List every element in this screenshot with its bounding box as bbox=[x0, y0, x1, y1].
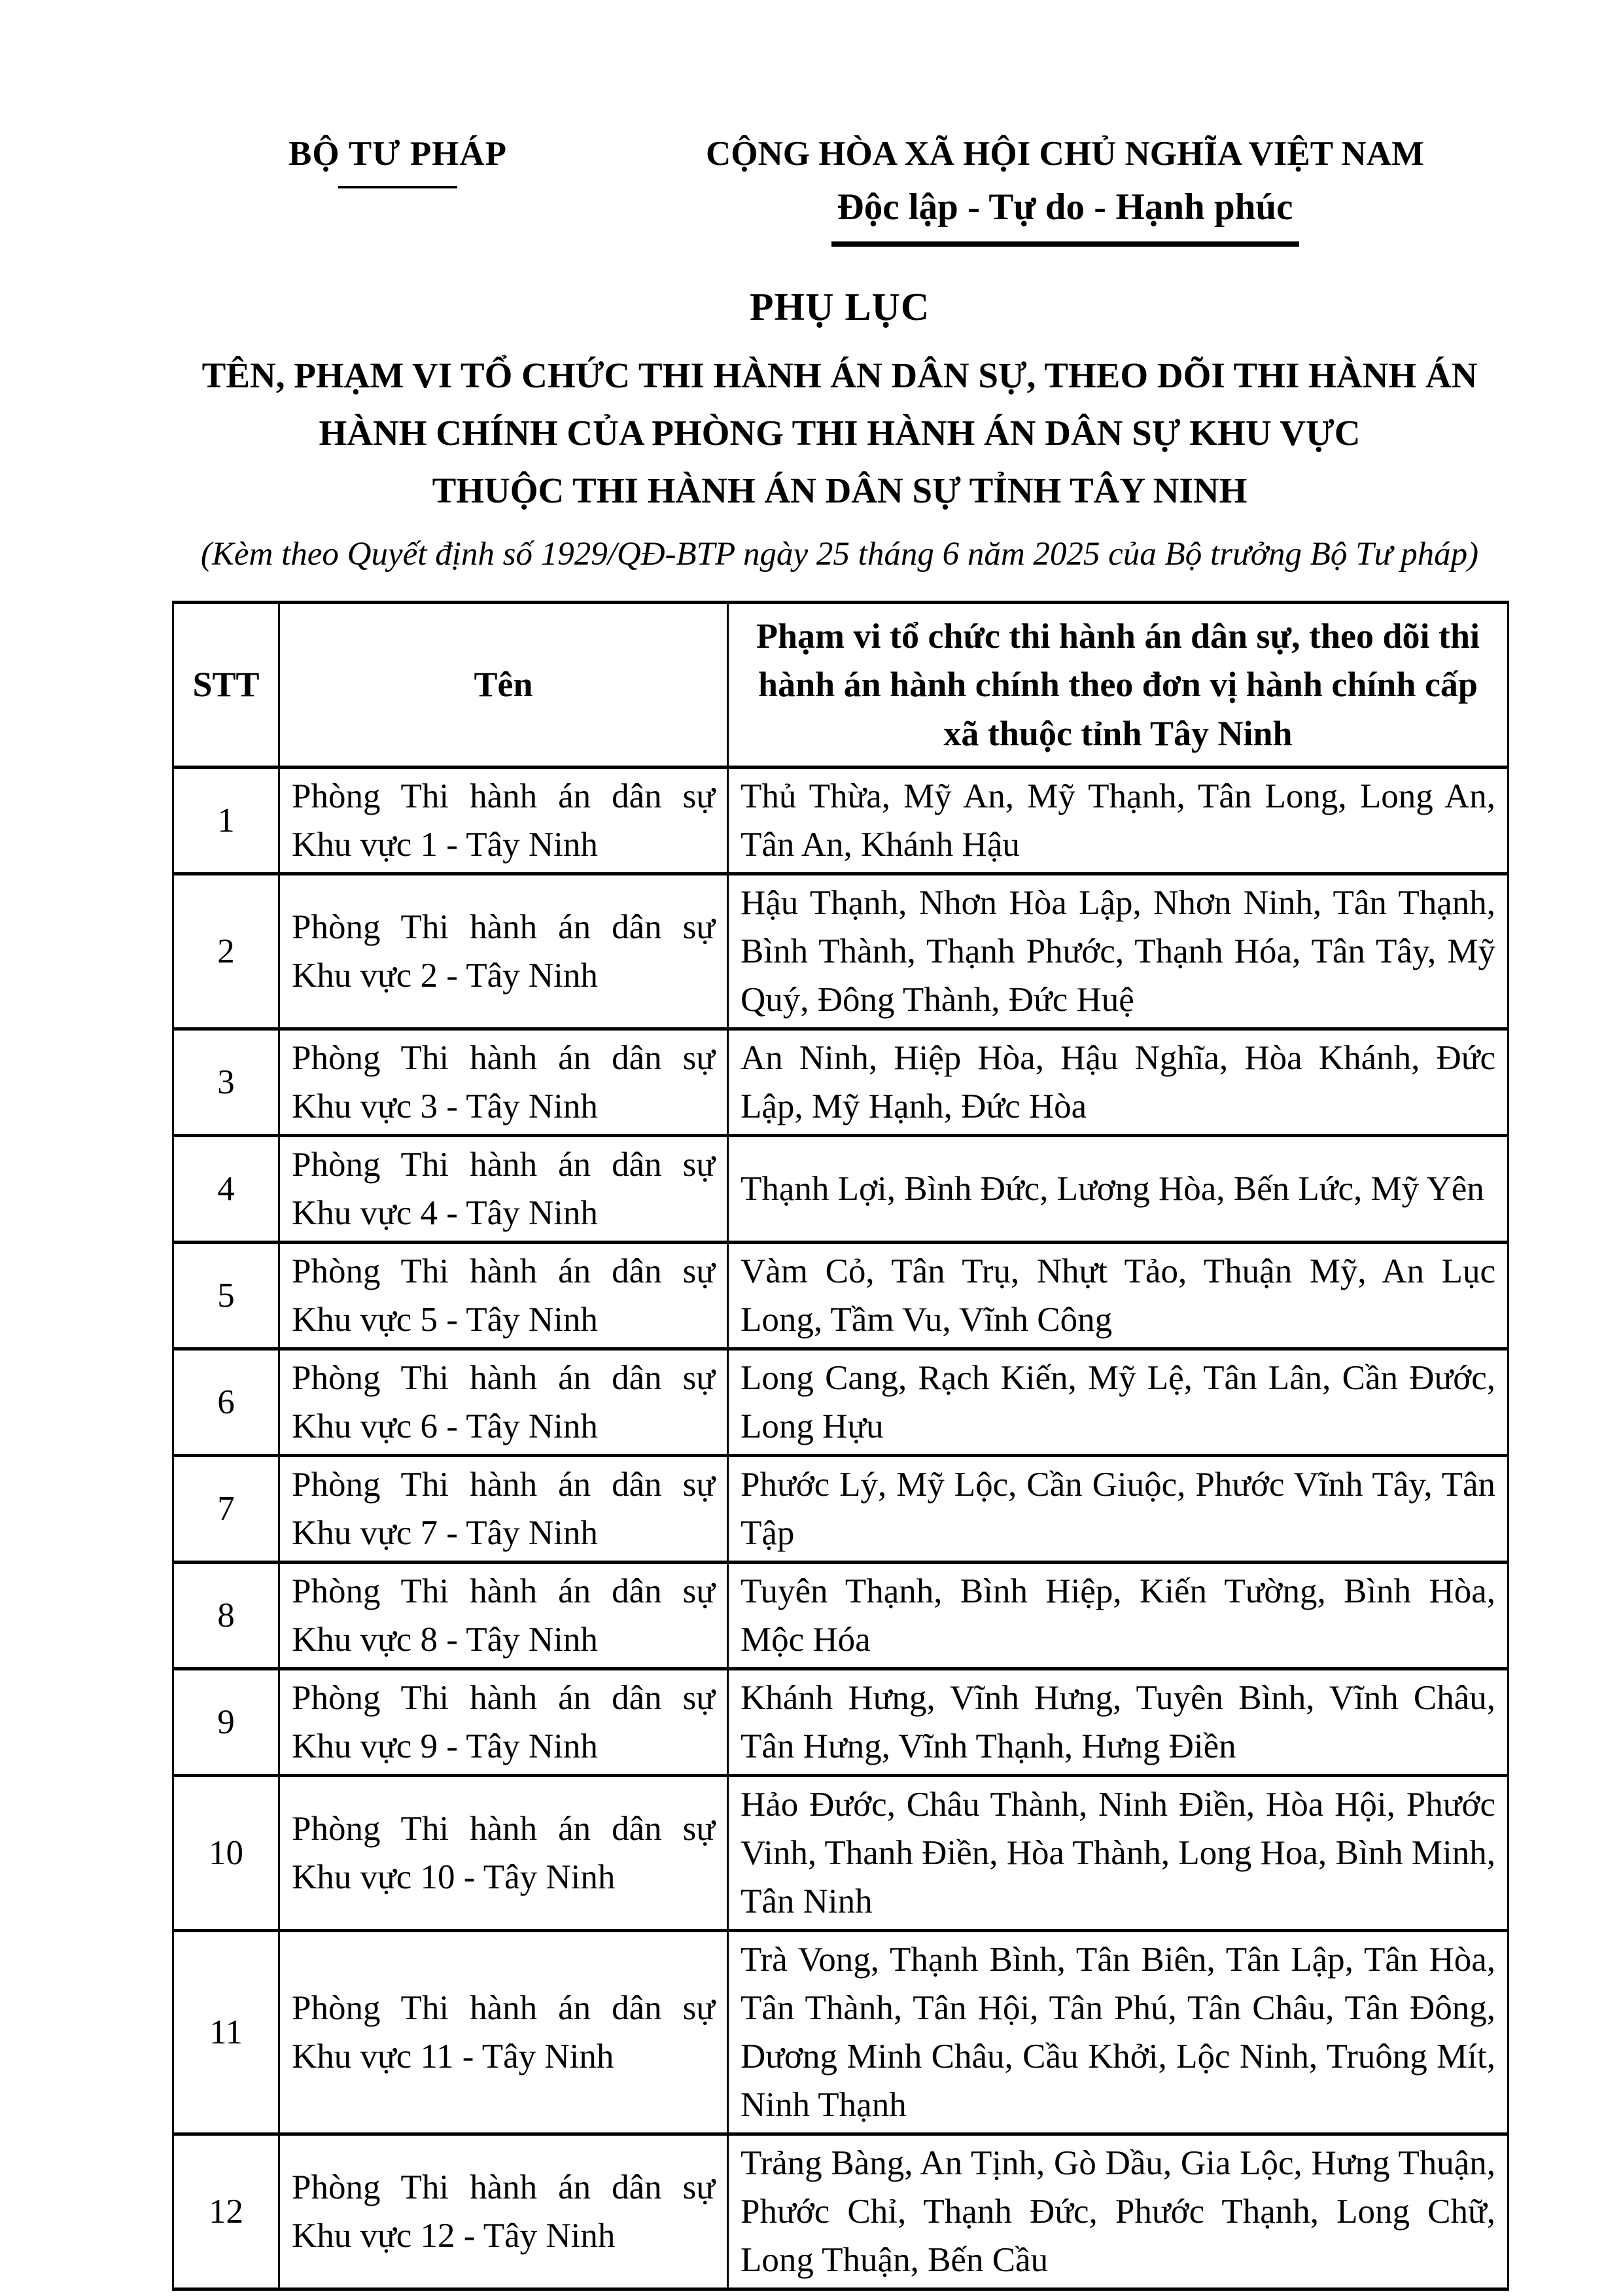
cell-ten: Phòng Thi hành án dân sự Khu vực 9 - Tây… bbox=[278, 1667, 729, 1778]
cell-stt: 1 bbox=[172, 766, 280, 876]
table-row: 8 Phòng Thi hành án dân sự Khu vực 8 - Tâ… bbox=[172, 1561, 1509, 1671]
cell-pham-vi: Thạnh Lợi, Bình Đức, Lương Hòa, Bến Lức,… bbox=[727, 1134, 1509, 1245]
cell-pham-vi: Trà Vong, Thạnh Bình, Tân Biên, Tân Lập,… bbox=[727, 1929, 1509, 2136]
org-underline-rule bbox=[338, 185, 457, 188]
header-cell-ten: Tên bbox=[278, 600, 729, 769]
table-row: 6 Phòng Thi hành án dân sự Khu vực 6 - Tâ… bbox=[172, 1347, 1509, 1458]
cell-stt: 9 bbox=[172, 1667, 280, 1778]
appendix-subtitle: TÊN, PHẠM VI TỔ CHỨC THI HÀNH ÁN DÂN SỰ,… bbox=[172, 347, 1507, 520]
cell-ten: Phòng Thi hành án dân sự Khu vực 5 - Tây… bbox=[278, 1241, 729, 1351]
table-row: 12 Phòng Thi hành án dân sự Khu vực 12 - … bbox=[172, 2132, 1509, 2291]
cell-stt: 12 bbox=[172, 2132, 280, 2291]
table-row: 5 Phòng Thi hành án dân sự Khu vực 5 - Tâ… bbox=[172, 1241, 1509, 1351]
national-motto: Độc lập - Tự do - Hạnh phúc bbox=[837, 186, 1293, 228]
cell-stt: 2 bbox=[172, 872, 280, 1031]
cell-ten: Phòng Thi hành án dân sự Khu vực 8 - Tây… bbox=[278, 1561, 729, 1671]
table-row: 9 Phòng Thi hành án dân sự Khu vực 9 - Tâ… bbox=[172, 1667, 1509, 1778]
cell-stt: 4 bbox=[172, 1134, 280, 1245]
cell-stt: 7 bbox=[172, 1454, 280, 1564]
cell-ten: Phòng Thi hành án dân sự Khu vực 4 - Tây… bbox=[278, 1134, 729, 1245]
cell-stt: 10 bbox=[172, 1774, 280, 1933]
subtitle-line-1: TÊN, PHẠM VI TỔ CHỨC THI HÀNH ÁN DÂN SỰ,… bbox=[201, 355, 1478, 395]
table-body: 1 Phòng Thi hành án dân sự Khu vực 1 - Tâ… bbox=[172, 766, 1509, 2291]
national-title: CỘNG HÒA XÃ HỘI CHỦ NGHĨA VIỆT NAM bbox=[706, 135, 1424, 173]
cell-pham-vi: Hậu Thạnh, Nhơn Hòa Lập, Nhơn Ninh, Tân … bbox=[727, 872, 1509, 1031]
national-header-block: CỘNG HÒA XÃ HỘI CHỦ NGHĨA VIỆT NAM Độc l… bbox=[643, 134, 1487, 247]
cell-ten: Phòng Thi hành án dân sự Khu vực 10 - Tâ… bbox=[278, 1774, 729, 1933]
cell-ten: Phòng Thi hành án dân sự Khu vực 6 - Tây… bbox=[278, 1347, 729, 1458]
enforcement-offices-table: STT Tên Phạm vi tổ chức thi hành án dân … bbox=[172, 600, 1509, 2291]
cell-stt: 6 bbox=[172, 1347, 280, 1458]
document-header: BỘ TƯ PHÁP CỘNG HÒA XÃ HỘI CHỦ NGHĨA VIỆ… bbox=[172, 134, 1507, 247]
header-cell-pham-vi: Phạm vi tổ chức thi hành án dân sự, theo… bbox=[727, 600, 1509, 769]
table-header-row: STT Tên Phạm vi tổ chức thi hành án dân … bbox=[172, 600, 1509, 769]
appendix-title: PHỤ LỤC bbox=[749, 285, 930, 328]
cell-pham-vi: Vàm Cỏ, Tân Trụ, Nhựt Tảo, Thuận Mỹ, An … bbox=[727, 1241, 1509, 1351]
motto-underline-rule bbox=[831, 241, 1299, 247]
issuing-org-name: BỘ TƯ PHÁP bbox=[288, 135, 507, 173]
cell-ten: Phòng Thi hành án dân sự Khu vực 11 - Tâ… bbox=[278, 1929, 729, 2136]
cell-ten: Phòng Thi hành án dân sự Khu vực 3 - Tây… bbox=[278, 1027, 729, 1138]
table-row: 11 Phòng Thi hành án dân sự Khu vực 11 - … bbox=[172, 1929, 1509, 2136]
cell-pham-vi: Trảng Bàng, An Tịnh, Gò Dầu, Gia Lộc, Hư… bbox=[727, 2132, 1509, 2291]
subtitle-line-3: THUỘC THI HÀNH ÁN DÂN SỰ TỈNH TÂY NINH bbox=[432, 470, 1248, 510]
cell-stt: 3 bbox=[172, 1027, 280, 1138]
table-row: 2 Phòng Thi hành án dân sự Khu vực 2 - Tâ… bbox=[172, 872, 1509, 1031]
subtitle-line-2: HÀNH CHÍNH CỦA PHÒNG THI HÀNH ÁN DÂN SỰ … bbox=[319, 412, 1361, 453]
cell-pham-vi: Khánh Hưng, Vĩnh Hưng, Tuyên Bình, Vĩnh … bbox=[727, 1667, 1509, 1778]
table-header: STT Tên Phạm vi tổ chức thi hành án dân … bbox=[172, 600, 1509, 769]
table-row: 1 Phòng Thi hành án dân sự Khu vực 1 - Tâ… bbox=[172, 766, 1509, 876]
cell-pham-vi: Thủ Thừa, Mỹ An, Mỹ Thạnh, Tân Long, Lon… bbox=[727, 766, 1509, 876]
table-row: 10 Phòng Thi hành án dân sự Khu vực 10 - … bbox=[172, 1774, 1509, 1933]
table-row: 4 Phòng Thi hành án dân sự Khu vực 4 - Tâ… bbox=[172, 1134, 1509, 1245]
table-row: 7 Phòng Thi hành án dân sự Khu vực 7 - Tâ… bbox=[172, 1454, 1509, 1564]
cell-stt: 8 bbox=[172, 1561, 280, 1671]
attachment-note: (Kèm theo Quyết định số 1929/QĐ-BTP ngày… bbox=[200, 535, 1479, 573]
header-cell-stt: STT bbox=[172, 600, 280, 769]
cell-pham-vi: Hảo Đước, Châu Thành, Ninh Điền, Hòa Hội… bbox=[727, 1774, 1509, 1933]
cell-stt: 11 bbox=[172, 1929, 280, 2136]
cell-ten: Phòng Thi hành án dân sự Khu vực 7 - Tây… bbox=[278, 1454, 729, 1564]
cell-ten: Phòng Thi hành án dân sự Khu vực 1 - Tây… bbox=[278, 766, 729, 876]
cell-ten: Phòng Thi hành án dân sự Khu vực 12 - Tâ… bbox=[278, 2132, 729, 2291]
cell-stt: 5 bbox=[172, 1241, 280, 1351]
table-row: 3 Phòng Thi hành án dân sự Khu vực 3 - Tâ… bbox=[172, 1027, 1509, 1138]
cell-pham-vi: An Ninh, Hiệp Hòa, Hậu Nghĩa, Hòa Khánh,… bbox=[727, 1027, 1509, 1138]
cell-pham-vi: Long Cang, Rạch Kiến, Mỹ Lệ, Tân Lân, Cầ… bbox=[727, 1347, 1509, 1458]
cell-pham-vi: Tuyên Thạnh, Bình Hiệp, Kiến Tường, Bình… bbox=[727, 1561, 1509, 1671]
document-content: BỘ TƯ PHÁP CỘNG HÒA XÃ HỘI CHỦ NGHĨA VIỆ… bbox=[172, 0, 1509, 2291]
cell-ten: Phòng Thi hành án dân sự Khu vực 2 - Tây… bbox=[278, 872, 729, 1031]
cell-pham-vi: Phước Lý, Mỹ Lộc, Cần Giuộc, Phước Vĩnh … bbox=[727, 1454, 1509, 1564]
issuing-org-block: BỘ TƯ PHÁP bbox=[172, 134, 623, 188]
